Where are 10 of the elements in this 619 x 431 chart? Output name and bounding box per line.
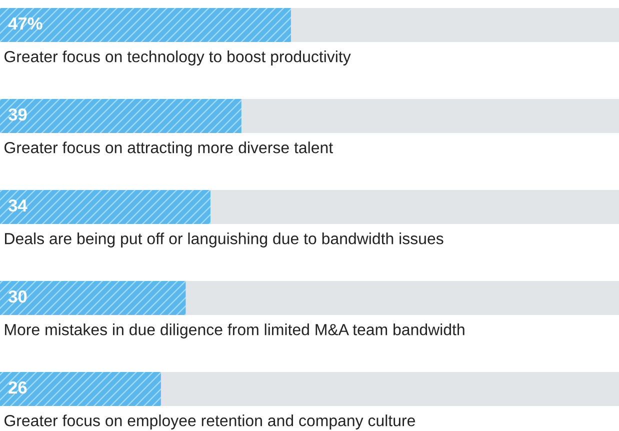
y-tick-label: Greater focus on employee retention and company culture xyxy=(4,414,415,430)
data-label: 34 xyxy=(8,199,28,212)
data-label: 26 xyxy=(8,381,27,394)
data-label: 30 xyxy=(8,290,27,303)
y-tick-label: More mistakes in due diligence from limited M&A team bandwidth xyxy=(5,324,464,338)
y-tick-label: Deals are being put off or languishing due to bandwidth issues xyxy=(5,232,444,248)
y-tick-label: Greater focus on attracting more diverse talent xyxy=(4,142,333,156)
data-label: 47% xyxy=(8,17,42,30)
data-label: 39 xyxy=(8,108,27,121)
y-tick-label: Greater focus on technology to boost productivity xyxy=(4,50,351,66)
